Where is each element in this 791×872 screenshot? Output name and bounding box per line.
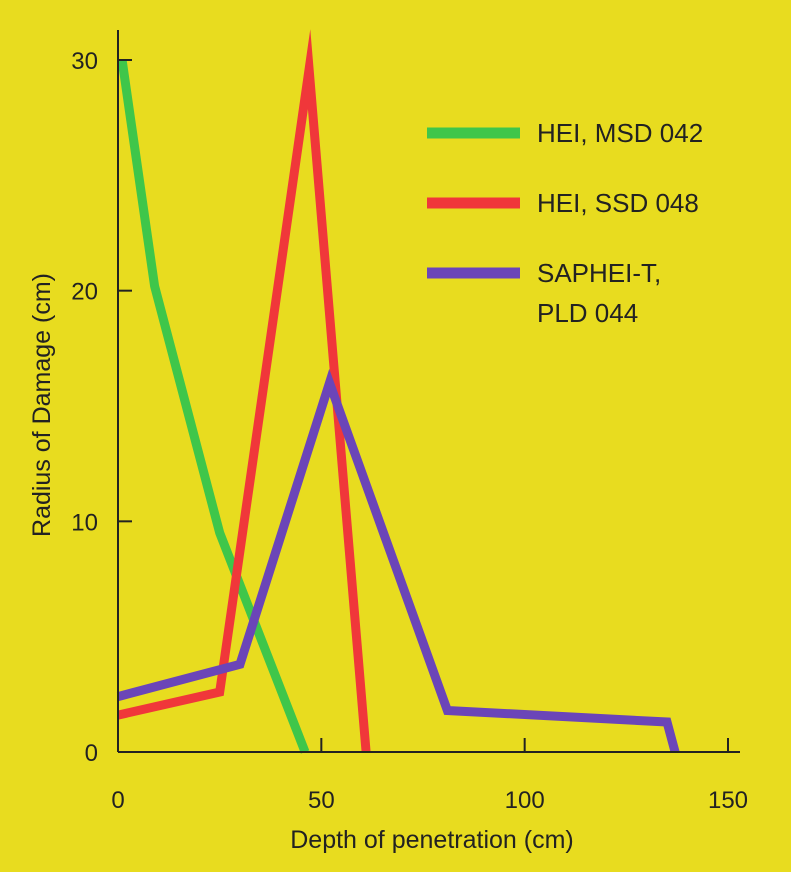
legend-label-2: SAPHEI-T, PLD 044: [537, 258, 661, 328]
legend-label-line: HEI, SSD 048: [537, 188, 699, 218]
x-tick-label-3: 150: [708, 787, 748, 814]
legend-label-1: HEI, SSD 048: [537, 188, 699, 218]
y-tick-label-3: 30: [71, 48, 98, 75]
x-tick-label-1: 50: [308, 787, 335, 814]
ticks: 0 50 100 150 0 10 20 30: [71, 48, 748, 814]
legend: HEI, MSD 042 HEI, SSD 048 SAPHEI-T, PLD 044: [427, 118, 703, 328]
y-axis-title: Radius of Damage (cm): [28, 273, 56, 537]
y-tick-label-0: 0: [85, 740, 98, 767]
series-line-0: [117, 59, 310, 754]
x-tick-label-0: 0: [111, 787, 124, 814]
legend-label-0: HEI, MSD 042: [537, 118, 703, 148]
y-tick-label-2: 20: [71, 279, 98, 306]
legend-label-line: HEI, MSD 042: [537, 118, 703, 148]
y-tick-label-1: 10: [71, 509, 98, 536]
plot-lines: [116, 29, 680, 754]
axes: [117, 30, 740, 753]
legend-label-line: PLD 044: [537, 298, 638, 328]
x-tick-label-2: 100: [505, 787, 545, 814]
x-axis-title: Depth of penetration (cm): [290, 826, 573, 854]
legend-label-line: SAPHEI-T,: [537, 258, 661, 288]
series-line-2: [116, 368, 680, 754]
